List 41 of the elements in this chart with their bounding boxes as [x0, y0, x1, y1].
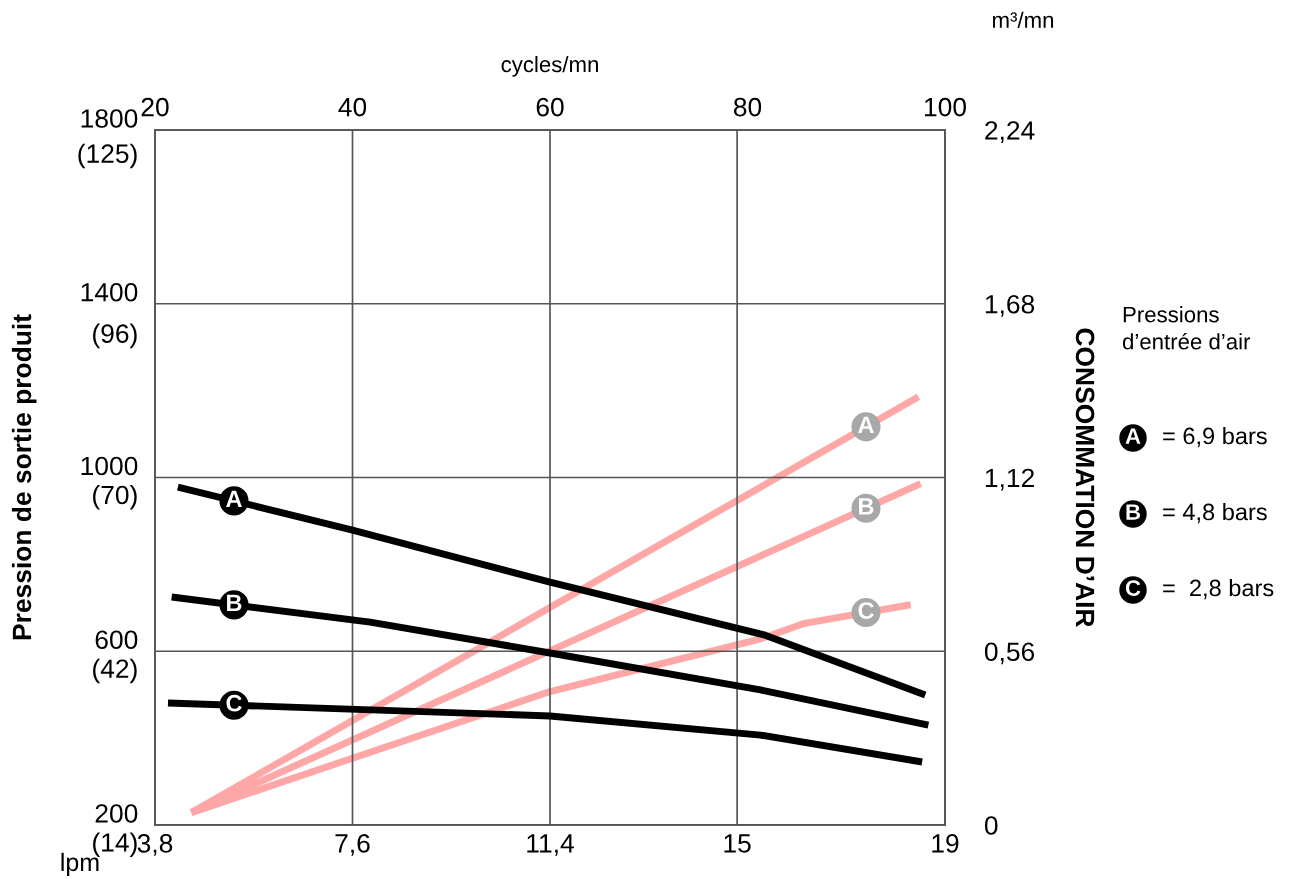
x-tick-label: 3,8 [137, 834, 173, 856]
text: = 2,8 bars [1163, 578, 1274, 600]
y2-tick-label: 1,68 [985, 294, 1035, 317]
y2-tick-label: 2,24 [985, 121, 1035, 143]
y-tick-label: 1400 [81, 282, 138, 302]
y3-tick-label: (96) [93, 323, 137, 349]
x-tick-label: 19 [932, 834, 959, 853]
y2-tick-label: 0,56 [984, 642, 1035, 665]
series-label: C [226, 694, 242, 712]
y3-tick-label: (70) [93, 484, 137, 510]
x2-tick-label: 20 [141, 97, 169, 117]
text: A [1125, 428, 1141, 444]
y-tick-label: 1000 [81, 456, 138, 476]
y3-tick-label: (125) [78, 143, 137, 169]
x2-tick-label: 80 [733, 97, 762, 117]
y-tick-label: 1800 [81, 109, 138, 128]
x2-tick-label: 100 [925, 97, 966, 117]
series-label: A [858, 416, 874, 433]
y2-tick-label: 0 [984, 816, 998, 835]
x-tick-label: 11,4 [527, 834, 574, 856]
text: = 6,9 bars [1163, 426, 1267, 448]
text: = 4,8 bars [1163, 502, 1267, 524]
x-tick-label: 15 [724, 834, 751, 853]
series-label: A [226, 490, 242, 507]
series-label: B [859, 498, 874, 515]
y3-tick-label: (42) [93, 658, 137, 684]
series-label: B [227, 594, 242, 611]
y-tick-label: 200 [95, 804, 138, 823]
x-tick-label: 7,6 [335, 834, 370, 856]
y-tick-label: 600 [95, 630, 138, 650]
series-label: C [858, 602, 874, 619]
x2-tick-label: 40 [338, 97, 367, 117]
legend-title: Pressions d’entrée d’air [1122, 306, 1251, 350]
y-axis-title: Pression de sortie produit [11, 314, 37, 640]
y2-tick-label: 1,12 [985, 468, 1034, 491]
y2-axis-title: CONSOMMATION D’AIR [1075, 328, 1095, 627]
text: B [1126, 504, 1141, 520]
text: m³/mn [993, 11, 1054, 28]
x2-axis-title: cycles/mn [501, 55, 598, 77]
text: C [1125, 580, 1141, 596]
x2-tick-label: 60 [536, 97, 564, 117]
